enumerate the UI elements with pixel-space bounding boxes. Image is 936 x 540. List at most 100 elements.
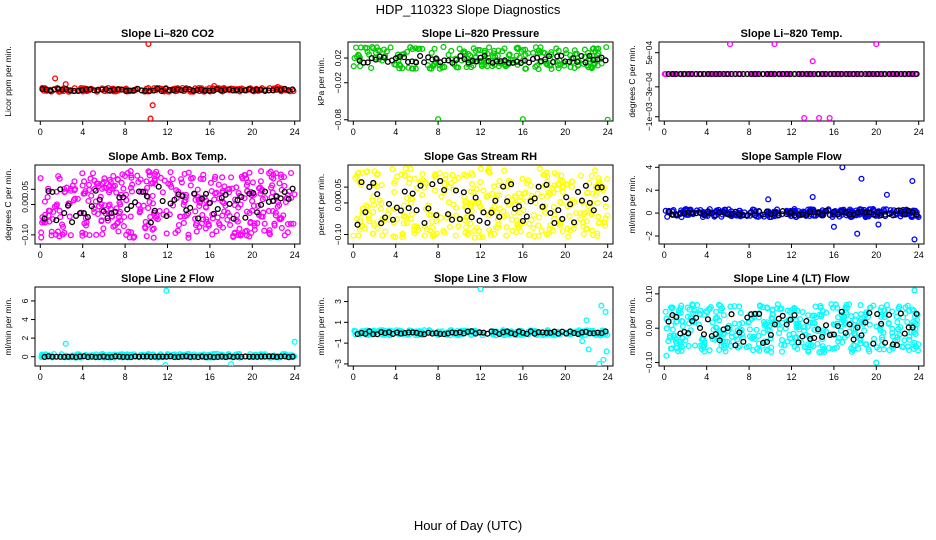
colored-point <box>259 196 266 203</box>
black-point <box>696 70 704 78</box>
colored-point <box>487 231 494 239</box>
black-point <box>139 188 147 195</box>
black-point <box>693 314 700 321</box>
colored-point <box>82 222 90 229</box>
black-point <box>504 198 511 205</box>
black-point <box>362 209 369 216</box>
black-point <box>174 86 181 93</box>
colored-point <box>219 174 226 181</box>
colored-point <box>429 224 436 231</box>
black-point <box>45 353 52 360</box>
black-point <box>380 54 387 61</box>
black-point <box>685 209 692 216</box>
black-point <box>382 214 389 221</box>
colored-point <box>672 344 679 351</box>
black-point <box>226 353 233 360</box>
black-point <box>542 56 549 63</box>
colored-point <box>594 199 601 207</box>
outlier-point <box>911 287 918 294</box>
y-tick-label: −1e−03 <box>644 102 654 131</box>
black-point <box>533 54 541 61</box>
outlier-point <box>519 116 526 121</box>
colored-point <box>148 180 155 187</box>
x-tick-label: 12 <box>786 127 796 137</box>
colored-point <box>244 179 251 186</box>
black-point <box>87 86 94 93</box>
black-point <box>120 353 127 360</box>
colored-point <box>61 229 68 236</box>
colored-point <box>769 315 776 322</box>
colored-point <box>211 196 218 203</box>
black-point <box>114 86 121 93</box>
black-point <box>897 310 904 317</box>
black-point <box>874 310 881 318</box>
colored-point <box>535 222 542 229</box>
x-tick-label: 0 <box>351 250 356 260</box>
black-point <box>382 330 389 337</box>
black-point <box>198 353 206 360</box>
colored-point <box>469 199 476 206</box>
colored-point <box>562 46 569 54</box>
colored-point <box>256 184 264 191</box>
outlier-point <box>854 230 861 237</box>
colored-point <box>491 203 498 211</box>
black-point <box>167 353 174 360</box>
y-tick-label: −3 <box>333 359 343 369</box>
colored-point <box>598 60 605 67</box>
black-point <box>84 354 91 361</box>
x-tick-label: 24 <box>603 372 613 382</box>
colored-point <box>149 192 156 199</box>
colored-point <box>391 188 398 196</box>
x-tick-label: 16 <box>829 372 839 382</box>
colored-point <box>291 191 298 198</box>
y-axis-label: degrees C per min. <box>627 45 637 117</box>
colored-point <box>799 308 806 316</box>
x-tick-label: 8 <box>436 250 441 260</box>
colored-point <box>774 301 781 308</box>
colored-point <box>284 220 292 228</box>
colored-point <box>838 319 845 326</box>
colored-point <box>128 174 135 181</box>
black-point <box>45 188 52 195</box>
black-point <box>724 324 731 332</box>
colored-point <box>195 196 202 203</box>
y-tick-label: 6 <box>20 298 30 303</box>
colored-point <box>215 220 223 227</box>
colored-point <box>373 44 380 51</box>
black-point <box>242 214 249 221</box>
colored-point <box>712 315 719 322</box>
black-point <box>547 209 554 217</box>
data-points <box>39 42 297 121</box>
colored-point <box>449 171 456 178</box>
colored-point <box>249 197 256 205</box>
black-point <box>132 353 139 360</box>
black-point <box>473 58 480 65</box>
black-point <box>242 353 249 360</box>
colored-point <box>906 336 913 343</box>
colored-point <box>387 44 394 51</box>
colored-point <box>85 181 93 188</box>
black-point <box>222 191 229 198</box>
x-tick-label: 4 <box>704 250 709 260</box>
black-point <box>586 52 593 59</box>
black-point <box>558 52 565 59</box>
y-tick-label: 2 <box>20 335 30 340</box>
black-point <box>128 354 135 361</box>
colored-point <box>467 220 474 227</box>
colored-point <box>415 226 422 233</box>
black-point <box>210 210 217 217</box>
colored-point <box>479 234 486 241</box>
colored-point <box>441 229 448 236</box>
colored-point <box>755 314 762 321</box>
colored-point <box>267 168 274 175</box>
y-axis-label: degrees C per min. <box>3 168 13 240</box>
colored-point <box>59 221 66 228</box>
black-point <box>372 56 379 63</box>
colored-point <box>394 173 401 180</box>
colored-point <box>563 50 570 57</box>
x-tick-label: 24 <box>914 250 924 260</box>
colored-point <box>115 228 122 235</box>
panel-9: Slope Line 4 (LT) Flow ml/min per min. 0 4 8… <box>627 273 925 382</box>
outlier-point <box>228 361 235 366</box>
colored-point <box>276 180 283 187</box>
